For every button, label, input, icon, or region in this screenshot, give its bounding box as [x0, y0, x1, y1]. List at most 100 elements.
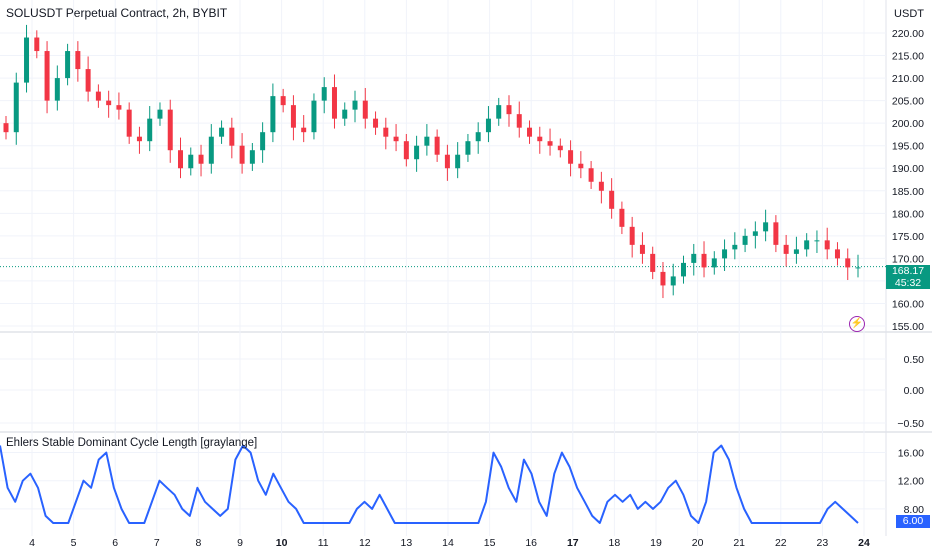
candle — [496, 97, 502, 126]
candle — [373, 111, 379, 135]
candle-body — [178, 150, 184, 169]
candle-body — [321, 87, 327, 101]
candlestick-series — [3, 24, 861, 299]
candle-body — [311, 100, 317, 133]
candle-body — [219, 127, 225, 137]
candle — [475, 122, 481, 154]
candle-body — [783, 244, 789, 254]
candle-body — [260, 132, 266, 151]
candle — [219, 120, 225, 144]
candle-body — [208, 136, 214, 164]
candle-body — [568, 150, 574, 164]
date-tick-label: 22 — [775, 537, 787, 549]
price-tick-label: 170.00 — [892, 253, 924, 265]
candle — [434, 129, 440, 162]
candle-body — [290, 105, 296, 128]
indicator-title[interactable]: Ehlers Stable Dominant Cycle Length [gra… — [6, 437, 258, 449]
candle-body — [13, 82, 19, 133]
lightning-bolt-icon[interactable]: ⚡ — [849, 316, 865, 332]
candle-body — [578, 163, 584, 169]
price-tick-label: 215.00 — [892, 51, 924, 63]
cycle-length-line — [0, 444, 859, 524]
candle — [711, 251, 717, 275]
candle-body — [732, 244, 738, 250]
candle — [660, 261, 666, 299]
candle-body — [3, 123, 9, 133]
date-tick-label: 4 — [29, 537, 35, 549]
indicator-tick-label: 8.00 — [904, 504, 925, 516]
candle-body — [496, 105, 502, 119]
candle-body — [609, 190, 615, 209]
candle-body — [301, 127, 307, 133]
candle-body — [773, 222, 779, 245]
candle — [136, 126, 142, 154]
candle-body — [557, 145, 563, 151]
candle — [455, 142, 461, 179]
candle-body — [455, 154, 461, 169]
candle — [290, 95, 296, 141]
candle-body — [506, 105, 512, 115]
candle-body — [403, 141, 409, 160]
date-tick-label: 16 — [525, 537, 537, 549]
candle — [383, 117, 389, 150]
candle — [85, 56, 91, 102]
candle — [680, 255, 686, 284]
date-tick-label: 14 — [442, 537, 454, 549]
price-tick-label: 180.00 — [892, 208, 924, 220]
price-tick-label: 175.00 — [892, 231, 924, 243]
candle-body — [485, 118, 491, 133]
candle-body — [527, 127, 533, 137]
price-axis: 220.00 215.00 210.00 205.00 200.00 195.00 190.… — [892, 28, 924, 516]
candle-body — [414, 145, 420, 160]
candle — [609, 178, 615, 219]
price-tick-label: 185.00 — [892, 186, 924, 198]
candle — [598, 171, 604, 204]
candle — [465, 133, 471, 162]
candle-body — [814, 240, 820, 242]
candle-body — [516, 114, 522, 128]
candle — [485, 106, 491, 143]
candle — [824, 227, 830, 260]
date-tick-label: 20 — [692, 537, 704, 549]
candle-body — [629, 226, 635, 245]
date-tick-label: 23 — [817, 537, 829, 549]
candle — [260, 122, 266, 163]
time-axis: 4 5 6 7 8 9 10 11 12 13 14 15 16 17 18 19 20 21 22 23 24 — [29, 537, 870, 549]
candle — [814, 230, 820, 253]
price-tick-label: 205.00 — [892, 96, 924, 108]
candle-body — [95, 91, 101, 101]
candle-body — [465, 141, 471, 155]
candle — [752, 221, 758, 249]
candle-body — [547, 141, 553, 146]
candle — [701, 241, 707, 278]
indicator-tick-label: 12.00 — [898, 476, 924, 488]
candle-body — [239, 145, 245, 164]
candle — [444, 144, 450, 181]
candle-body — [373, 118, 379, 128]
candle-body — [619, 208, 625, 227]
candle-body — [383, 127, 389, 137]
candle-body — [229, 127, 235, 146]
candle-body — [331, 87, 337, 119]
candle-body — [44, 51, 50, 101]
price-tick-label: 220.00 — [892, 28, 924, 40]
candle — [393, 124, 399, 152]
candle-body — [639, 244, 645, 254]
candle — [44, 41, 50, 114]
candle-body — [537, 136, 543, 142]
candle — [239, 133, 245, 174]
candle-body — [742, 235, 748, 245]
candle — [188, 147, 194, 176]
candle-body — [126, 109, 132, 137]
candle — [783, 234, 789, 267]
candle-body — [147, 118, 153, 142]
candle — [178, 137, 184, 179]
price-tick-label: 190.00 — [892, 163, 924, 175]
candle-body — [855, 267, 861, 269]
candle-body — [691, 253, 697, 263]
candle-body — [588, 168, 594, 182]
candle-body — [270, 96, 276, 133]
candle-body — [722, 249, 728, 259]
candle — [126, 102, 132, 144]
